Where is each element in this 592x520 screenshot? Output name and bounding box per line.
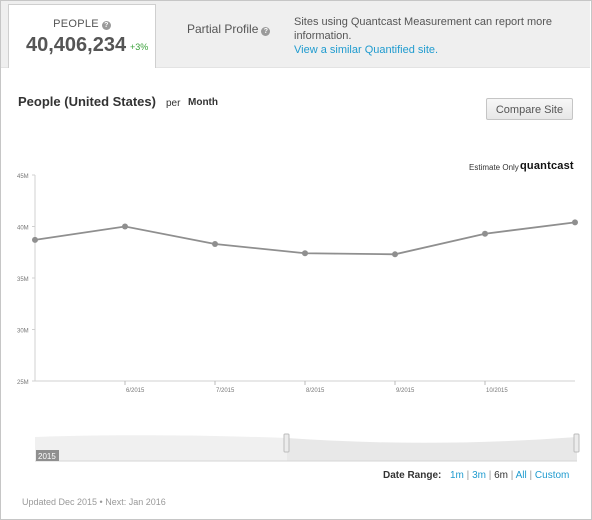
per-label: per — [166, 98, 181, 109]
measurement-notice: Sites using Quantcast Measurement can re… — [294, 16, 553, 42]
data-point — [482, 230, 488, 237]
range-option-all[interactable]: All — [515, 470, 527, 481]
navigator-year-bg — [36, 450, 59, 461]
compare-site-button[interactable]: Compare Site — [486, 98, 573, 120]
estimate-label: Estimate Only — [469, 163, 519, 172]
data-point — [212, 241, 218, 248]
data-point — [32, 236, 38, 243]
data-point — [122, 223, 128, 230]
y-tick-label: 40M — [17, 226, 29, 232]
range-separator: | — [485, 470, 495, 481]
data-point — [572, 219, 578, 226]
range-option-custom[interactable]: Custom — [534, 470, 570, 481]
x-tick-label: 9/2015 — [396, 388, 415, 394]
date-range-label: Date Range: — [383, 470, 442, 481]
x-tick-label: 7/2015 — [216, 388, 235, 394]
chart-title: People (United States) — [18, 94, 156, 109]
y-tick-label: 25M — [17, 380, 29, 386]
people-label: PEOPLE — [53, 18, 99, 30]
period-select[interactable]: Month — [188, 97, 218, 108]
navigator-year-label: 2015 — [38, 452, 56, 461]
data-point — [302, 250, 308, 257]
range-option-6m[interactable]: 6m — [494, 470, 509, 481]
y-tick-label: 45M — [17, 174, 29, 180]
navigator-handle-right — [573, 433, 580, 453]
data-point — [392, 251, 398, 258]
help-icon[interactable]: ? — [101, 21, 111, 30]
navigator-selection — [287, 437, 577, 461]
update-info: Updated Dec 2015 • Next: Jan 2016 — [22, 497, 166, 507]
similar-site-link[interactable]: View a similar Quantified site. — [294, 44, 439, 56]
range-separator: | — [526, 470, 535, 481]
navigator-track — [35, 435, 287, 461]
people-change: +3% — [130, 42, 149, 52]
tab-partial-profile[interactable]: Partial Profile? — [187, 22, 271, 36]
range-separator: | — [508, 470, 516, 481]
range-option-3m[interactable]: 3m — [472, 470, 486, 481]
navigator-handle-left — [283, 433, 290, 453]
x-tick-label: 6/2015 — [126, 388, 145, 394]
y-tick-label: 35M — [17, 277, 29, 283]
date-range-options: 1m | 3m | 6m | All | Custom — [450, 470, 569, 481]
range-option-1m[interactable]: 1m — [450, 470, 464, 481]
partial-profile-label: Partial Profile — [187, 22, 259, 36]
range-separator: | — [463, 470, 473, 481]
help-icon[interactable]: ? — [261, 27, 271, 36]
quantcast-logo: quantcast — [520, 160, 574, 172]
people-count: 40,406,234 — [26, 34, 127, 56]
y-tick-label: 30M — [17, 329, 29, 335]
tab-people[interactable]: PEOPLE? 40,406,234 +3% — [8, 4, 156, 68]
x-tick-label: 10/2015 — [486, 388, 508, 394]
series-line — [34, 221, 576, 256]
x-tick-label: 8/2015 — [306, 388, 325, 394]
